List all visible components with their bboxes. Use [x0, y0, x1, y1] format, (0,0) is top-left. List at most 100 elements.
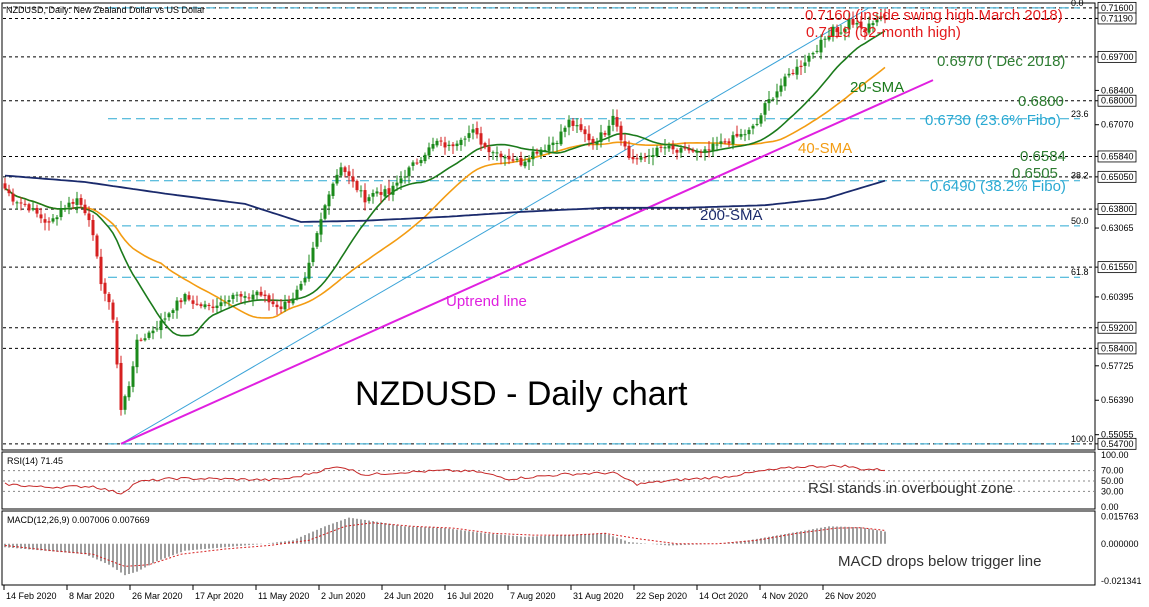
- level-label-5: 0.6505: [1012, 165, 1058, 182]
- price-label-0: 0.71600: [1101, 3, 1134, 13]
- candle-body-166: [667, 145, 671, 149]
- price-label-8: 0.63800: [1101, 204, 1134, 214]
- candle-body-159: [639, 157, 643, 160]
- date-label-3: 17 Apr 2020: [195, 591, 244, 601]
- candle-body-155: [623, 141, 627, 147]
- rsi-axis-label-2: 50.00: [1101, 476, 1124, 486]
- price-label-10: 0.61550: [1101, 262, 1134, 272]
- candle-body-137: [551, 142, 555, 146]
- candle-body-17: [71, 202, 75, 204]
- candle-body-58: [235, 294, 239, 296]
- candle-body-103: [415, 162, 419, 164]
- candle-body-178: [715, 144, 719, 146]
- price-label-4: 0.68000: [1101, 96, 1134, 106]
- candle-body-67: [271, 301, 275, 305]
- uptrend-line: [120, 79, 934, 445]
- date-label-2: 26 Mar 2020: [132, 591, 183, 601]
- candle-body-99: [399, 178, 403, 184]
- candle-body-19: [79, 197, 83, 205]
- candle-body-180: [723, 141, 727, 143]
- candle-body-84: [339, 167, 343, 176]
- candle-body-82: [331, 183, 335, 196]
- date-label-7: 16 Jul 2020: [447, 591, 494, 601]
- candle-body-40: [163, 318, 167, 320]
- candle-body-217: [871, 23, 875, 26]
- sma200-line: [4, 174, 886, 223]
- candle-body-157: [631, 157, 635, 160]
- price-box-8: [1097, 203, 1137, 215]
- candle-body-83: [335, 174, 339, 184]
- candle-body-153: [615, 117, 619, 127]
- candle-body-205: [823, 38, 827, 40]
- price-label-3: 0.68400: [1101, 85, 1134, 95]
- candle-body-193: [775, 91, 779, 98]
- macd-title: MACD(12,26,9) 0.007006 0.007669: [7, 515, 150, 525]
- candle-body-186: [747, 129, 751, 135]
- candle-body-63: [255, 291, 259, 296]
- candle-body-181: [727, 141, 731, 144]
- candle-body-30: [123, 396, 127, 410]
- candle-body-21: [87, 213, 91, 221]
- candle-body-116: [467, 133, 471, 138]
- candle-body-100: [403, 176, 407, 178]
- candle-body-126: [507, 155, 511, 160]
- candle-body-134: [539, 149, 543, 155]
- fibo-tag-2: 38.2: [1071, 171, 1089, 181]
- price-box-7: [1097, 170, 1137, 183]
- candle-body-97: [391, 185, 395, 195]
- candle-body-219: [879, 16, 883, 19]
- candle-body-46: [187, 295, 191, 300]
- macd-annotation: MACD drops below trigger line: [838, 553, 1041, 570]
- candle-body-135: [543, 149, 547, 151]
- candle-body-52: [211, 306, 215, 309]
- candle-body-60: [243, 296, 247, 298]
- candle-body-122: [491, 152, 495, 154]
- candle-body-117: [471, 129, 475, 133]
- candle-body-191: [767, 99, 771, 104]
- candle-body-73: [295, 289, 299, 299]
- price-label-16: 0.55055: [1101, 430, 1134, 440]
- candle-body-200: [803, 62, 807, 66]
- candle-body-169: [679, 148, 683, 153]
- rsi-annotation: RSI stands in overbought zone: [808, 480, 1013, 497]
- candle-body-128: [515, 158, 519, 160]
- candle-body-129: [519, 157, 523, 166]
- candle-body-55: [223, 302, 227, 304]
- candle-body-104: [419, 160, 423, 164]
- candle-body-172: [691, 149, 695, 152]
- level-label-2: 0.6970 ( Dec 2018): [937, 53, 1065, 70]
- candle-body-168: [675, 150, 679, 153]
- candle-body-77: [311, 247, 315, 263]
- candle-body-50: [203, 304, 207, 308]
- candle-body-87: [351, 176, 355, 182]
- price-box-6: [1097, 150, 1137, 163]
- date-label-12: 4 Nov 2020: [762, 591, 808, 601]
- price-panel-frame: [1, 2, 1096, 451]
- candle-body-145: [583, 129, 587, 135]
- candle-body-10: [43, 219, 47, 223]
- candle-body-184: [739, 134, 743, 137]
- candle-body-189: [759, 115, 763, 124]
- candle-body-214: [859, 21, 863, 28]
- candle-body-69: [279, 306, 283, 310]
- candle-body-197: [791, 73, 795, 75]
- candle-body-34: [139, 339, 143, 341]
- macd-axis-label-0: 0.015763: [1101, 511, 1139, 521]
- macd-indicator: 0.015763 0.000000 -0.021341: [4, 511, 1142, 586]
- candle-body-130: [523, 161, 527, 167]
- candle-body-14: [59, 209, 63, 218]
- candle-body-80: [323, 205, 327, 219]
- candle-body-170: [683, 147, 687, 149]
- rsi-axis-label-3: 30.00: [1101, 486, 1124, 496]
- candle-body-26: [107, 293, 111, 303]
- candle-body-38: [155, 328, 159, 330]
- candle-body-108: [435, 140, 439, 146]
- candle-body-39: [159, 320, 163, 331]
- candle-body-152: [611, 115, 615, 125]
- candle-body-167: [671, 145, 675, 150]
- candle-body-194: [779, 85, 783, 92]
- candle-body-119: [479, 133, 483, 145]
- candle-body-4: [19, 202, 23, 204]
- candle-body-45: [183, 294, 187, 302]
- candle-body-138: [555, 142, 559, 144]
